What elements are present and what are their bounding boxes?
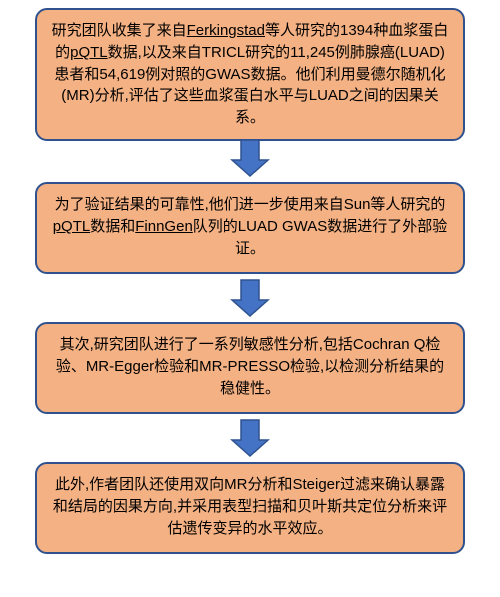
flow-arrow: [230, 278, 270, 318]
underlined-term: pQTL: [53, 218, 91, 235]
flow-arrow: [230, 138, 270, 178]
flow-step-3: 其次,研究团队进行了一系列敏感性分析,包括Cochran Q检验、MR-Egge…: [35, 322, 465, 414]
flow-step-4: 此外,作者团队还使用双向MR分析和Steiger过滤来确认暴露和结局的因果方向,…: [35, 462, 465, 554]
underlined-term: Ferkingstad: [187, 22, 265, 39]
text-segment: 数据和: [90, 218, 135, 235]
flow-step-text: 此外,作者团队还使用双向MR分析和Steiger过滤来确认暴露和结局的因果方向,…: [51, 474, 449, 539]
underlined-term: pQTL: [70, 44, 108, 61]
text-segment: 数据,以及来自TRICL研究的11,245例肺腺癌(LUAD)患者和54,619…: [54, 44, 445, 126]
flow-step-2: 为了验证结果的可靠性,他们进一步使用来自Sun等人研究的 pQTL数据和FinnG…: [35, 182, 465, 274]
flow-step-text: 其次,研究团队进行了一系列敏感性分析,包括Cochran Q检验、MR-Egge…: [51, 334, 449, 399]
flow-step-text: 为了验证结果的可靠性,他们进一步使用来自Sun等人研究的 pQTL数据和FinnG…: [51, 194, 449, 259]
flow-arrow: [230, 418, 270, 458]
flow-step-1: 研究团队收集了来自Ferkingstad等人研究的1394种血浆蛋白的pQTL数…: [35, 8, 465, 141]
text-segment: 此外,作者团队还使用双向MR分析和Steiger过滤来确认暴露和结局的因果方向,…: [53, 476, 447, 537]
text-segment: 为了验证结果的可靠性,他们进一步使用来自Sun等人研究的: [55, 196, 446, 213]
underlined-term: FinnGen: [135, 218, 193, 235]
text-segment: 研究团队收集了来自: [52, 22, 187, 39]
flowchart-stage: 研究团队收集了来自Ferkingstad等人研究的1394种血浆蛋白的pQTL数…: [0, 0, 500, 597]
text-segment: 其次,研究团队进行了一系列敏感性分析,包括Cochran Q检验、MR-Egge…: [56, 336, 444, 397]
flow-step-text: 研究团队收集了来自Ferkingstad等人研究的1394种血浆蛋白的pQTL数…: [51, 20, 449, 129]
text-segment: 队列的LUAD GWAS数据进行了外部验证。: [193, 218, 447, 257]
